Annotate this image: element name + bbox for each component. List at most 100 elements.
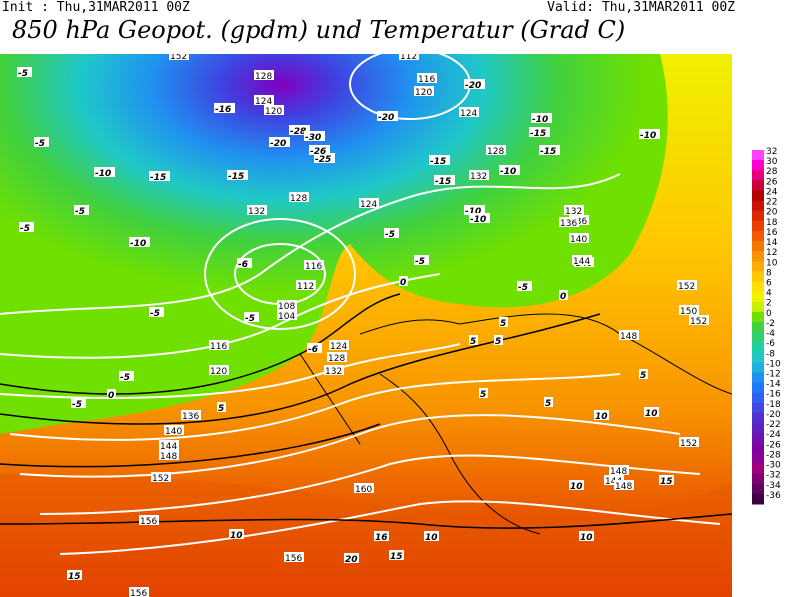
temperature-label: 10 xyxy=(645,409,658,419)
temperature-label: -20 xyxy=(465,81,481,91)
temperature-label: 15 xyxy=(68,572,81,582)
valid-time: Valid: Thu,31MAR2011 00Z xyxy=(547,0,735,15)
geopotential-label-bg xyxy=(324,365,344,375)
geopotential-label: 160 xyxy=(355,485,372,495)
temperature-label: 10 xyxy=(570,482,583,492)
temperature-label-bg xyxy=(399,276,408,286)
temperature-label: -5 xyxy=(245,314,255,324)
scale-swatch xyxy=(752,453,764,465)
geopotential-label: 144 xyxy=(573,257,590,267)
geopotential-label-bg xyxy=(569,233,589,243)
geopotential-label: 152 xyxy=(170,54,187,62)
geopotential-label-bg xyxy=(164,425,184,435)
scale-label: -22 xyxy=(766,420,781,430)
scale-label: -20 xyxy=(766,410,781,420)
temperature-label: 16 xyxy=(375,533,388,543)
geopotential-label: 132 xyxy=(470,172,487,182)
scale-bars xyxy=(752,150,764,505)
temperature-label-bg xyxy=(494,335,503,345)
temperature-label: -10 xyxy=(532,115,548,125)
geopotential-label-bg xyxy=(209,340,229,350)
temperature-label: -10 xyxy=(640,131,656,141)
temperature-label: -15 xyxy=(228,172,244,182)
geopotential-label: 104 xyxy=(278,312,295,322)
temperature-label: -15 xyxy=(540,147,556,157)
geopotential-label: 132 xyxy=(248,207,265,217)
temperature-label: 5 xyxy=(640,371,646,381)
temperature-label-bg xyxy=(464,205,485,215)
geopotential-labels: 1521281241201161121081041161201241281321… xyxy=(129,54,709,597)
isohypses xyxy=(0,54,721,555)
geopotential-label: 152 xyxy=(152,474,169,484)
geopotential-label-bg xyxy=(469,170,489,180)
geopotential-label-bg xyxy=(254,70,274,80)
temperature-label: -10 xyxy=(500,167,516,177)
temperature-label: -6 xyxy=(238,260,248,270)
geopotential-label: 140 xyxy=(165,427,182,437)
temperature-label: -20 xyxy=(378,113,394,123)
scale-label: 22 xyxy=(766,198,777,208)
temperature-label-bg xyxy=(559,290,568,300)
scale-swatch xyxy=(752,251,764,262)
temperature-label-bg xyxy=(94,167,115,177)
scale-swatch xyxy=(752,230,764,242)
scale-label: 24 xyxy=(766,187,778,197)
scale-swatch xyxy=(752,321,764,333)
temperature-label-bg xyxy=(17,67,32,77)
scale-label: 10 xyxy=(766,258,778,268)
temperature-label-bg xyxy=(214,103,235,113)
geopotential-label-bg xyxy=(181,410,201,420)
scale-label: 2 xyxy=(766,299,772,309)
geopotential-label-bg xyxy=(459,107,479,117)
scale-swatch xyxy=(752,332,764,343)
temperature-label: -30 xyxy=(305,133,321,143)
geopotential-label: 148 xyxy=(610,467,627,477)
geopotential-label-bg xyxy=(619,330,639,340)
temperature-label-bg xyxy=(269,137,290,147)
geopotential-label: 128 xyxy=(328,354,345,364)
scale-swatch xyxy=(752,241,764,252)
geopotential-label: 156 xyxy=(140,517,157,527)
scale-label: 14 xyxy=(766,238,778,248)
geopotential-label: 112 xyxy=(400,54,417,62)
temperature-label: -5 xyxy=(120,373,130,383)
temperature-label: 10 xyxy=(595,412,608,422)
temperature-label: -28 xyxy=(290,127,306,137)
scale-label: -32 xyxy=(766,471,781,481)
scale-swatch xyxy=(752,443,764,454)
geopotential-label: 132 xyxy=(565,207,582,217)
temperature-label-bg xyxy=(479,388,488,398)
scale-label: -14 xyxy=(766,380,781,390)
geopotential-label-bg xyxy=(327,352,347,362)
temperature-label-bg xyxy=(217,402,226,412)
geopotential-label-bg xyxy=(209,365,229,375)
temperature-label: -5 xyxy=(35,139,45,149)
scale-swatch xyxy=(752,311,764,323)
scale-label: 26 xyxy=(766,177,778,187)
scale-label: 30 xyxy=(766,157,778,167)
scale-swatch xyxy=(752,210,764,222)
scale-swatch xyxy=(752,220,764,232)
scale-swatch xyxy=(752,463,764,475)
temperature-label-bg xyxy=(229,529,244,539)
scale-swatch xyxy=(752,473,764,485)
temperature-label: -5 xyxy=(385,230,395,240)
geopotential-label-bg xyxy=(614,480,634,490)
temperature-label-bg xyxy=(434,175,455,185)
scale-swatch xyxy=(752,402,764,414)
scale-swatch xyxy=(752,362,764,374)
geopotential-label: 112 xyxy=(297,282,314,292)
scale-label: -2 xyxy=(766,319,775,329)
temperature-label-bg xyxy=(499,165,520,175)
temperature-label-bg xyxy=(594,410,609,420)
temperature-label: -10 xyxy=(130,239,146,249)
scale-swatch xyxy=(752,301,764,313)
temperature-label: -15 xyxy=(435,177,451,187)
scale-label: 20 xyxy=(766,208,778,218)
temperature-label: 15 xyxy=(660,477,673,487)
temperature-label-bg xyxy=(659,475,674,485)
temperature-label-bg xyxy=(344,553,359,563)
temperature-label: 15 xyxy=(390,552,403,562)
scale-swatch xyxy=(752,392,764,404)
scale-label: -36 xyxy=(766,491,781,501)
